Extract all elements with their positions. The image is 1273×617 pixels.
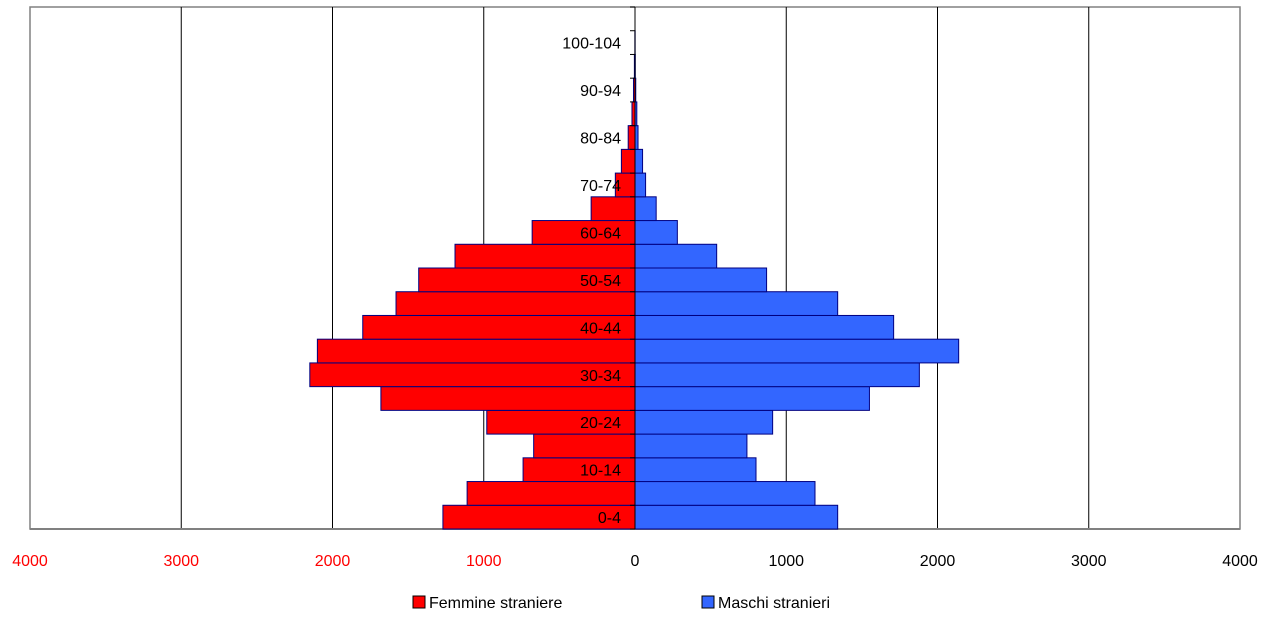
bar-maschi-40-44: [634, 314, 895, 340]
x-axis-tick-labels: 4000 3000 2000 1000 0 1000 2000 3000 4000: [12, 553, 1258, 570]
bar-maschi-60-64: [634, 220, 678, 245]
bar-maschi-75-79: [634, 148, 644, 174]
legend-swatch-maschi: [701, 595, 715, 609]
x-tick-left-1000: 1000: [466, 553, 502, 570]
age-label-100-104: 100-104: [562, 36, 621, 53]
bar-femmine-5-9: [466, 481, 636, 506]
x-tick-center: 0: [631, 553, 640, 570]
age-label-60-64: 60-64: [580, 225, 621, 242]
x-tick-left-2000: 2000: [315, 553, 351, 570]
series-maschi-bars: [634, 30, 960, 530]
bar-maschi-5-9: [634, 481, 816, 506]
bar-maschi-20-24: [634, 409, 774, 435]
x-tick-right-3000: 3000: [1071, 553, 1107, 570]
age-label-10-14: 10-14: [580, 463, 621, 480]
age-label-20-24: 20-24: [580, 415, 621, 432]
bar-maschi-70-74: [634, 172, 647, 198]
bar-maschi-65-69: [634, 196, 657, 222]
age-label-70-74: 70-74: [580, 178, 621, 195]
bar-maschi-25-29: [634, 386, 870, 411]
bar-femmine-65-69: [590, 196, 636, 222]
age-label-50-54: 50-54: [580, 273, 621, 290]
legend: Femmine straniere Maschi stranieri: [412, 595, 830, 612]
age-label-90-94: 90-94: [580, 83, 621, 100]
x-tick-left-4000: 4000: [12, 553, 48, 570]
x-tick-right-4000: 4000: [1222, 553, 1258, 570]
age-label-80-84: 80-84: [580, 131, 621, 148]
legend-label-femmine: Femmine straniere: [429, 595, 562, 612]
bar-femmine-55-59: [454, 243, 636, 269]
bar-maschi-45-49: [634, 291, 839, 316]
bar-femmine-80-84: [627, 125, 636, 150]
age-label-40-44: 40-44: [580, 320, 621, 337]
series-femmine-bars: [309, 30, 636, 530]
bar-maschi-0-4: [634, 504, 839, 530]
bar-maschi-10-14: [634, 457, 757, 483]
bar-maschi-35-39: [634, 338, 960, 364]
bar-femmine-45-49: [395, 291, 636, 316]
bar-femmine-25-29: [380, 386, 636, 411]
age-label-30-34: 30-34: [580, 368, 621, 385]
legend-label-maschi: Maschi stranieri: [718, 595, 830, 612]
bar-maschi-30-34: [634, 362, 920, 388]
bar-femmine-35-39: [316, 338, 636, 364]
bar-maschi-15-19: [634, 433, 748, 459]
age-label-0-4: 0-4: [598, 510, 621, 527]
legend-swatch-femmine: [412, 595, 426, 609]
x-tick-right-1000: 1000: [768, 553, 804, 570]
bar-femmine-75-79: [620, 148, 636, 174]
x-tick-right-2000: 2000: [920, 553, 956, 570]
bar-maschi-55-59: [634, 243, 718, 269]
age-group-labels: 0-4 10-14 20-24 30-34 40-44 50-54 60-64 70-74 80…: [562, 36, 621, 528]
center-axis: [630, 6, 636, 530]
x-tick-left-3000: 3000: [163, 553, 199, 570]
bar-femmine-15-19: [533, 433, 636, 459]
bar-maschi-50-54: [634, 267, 768, 293]
